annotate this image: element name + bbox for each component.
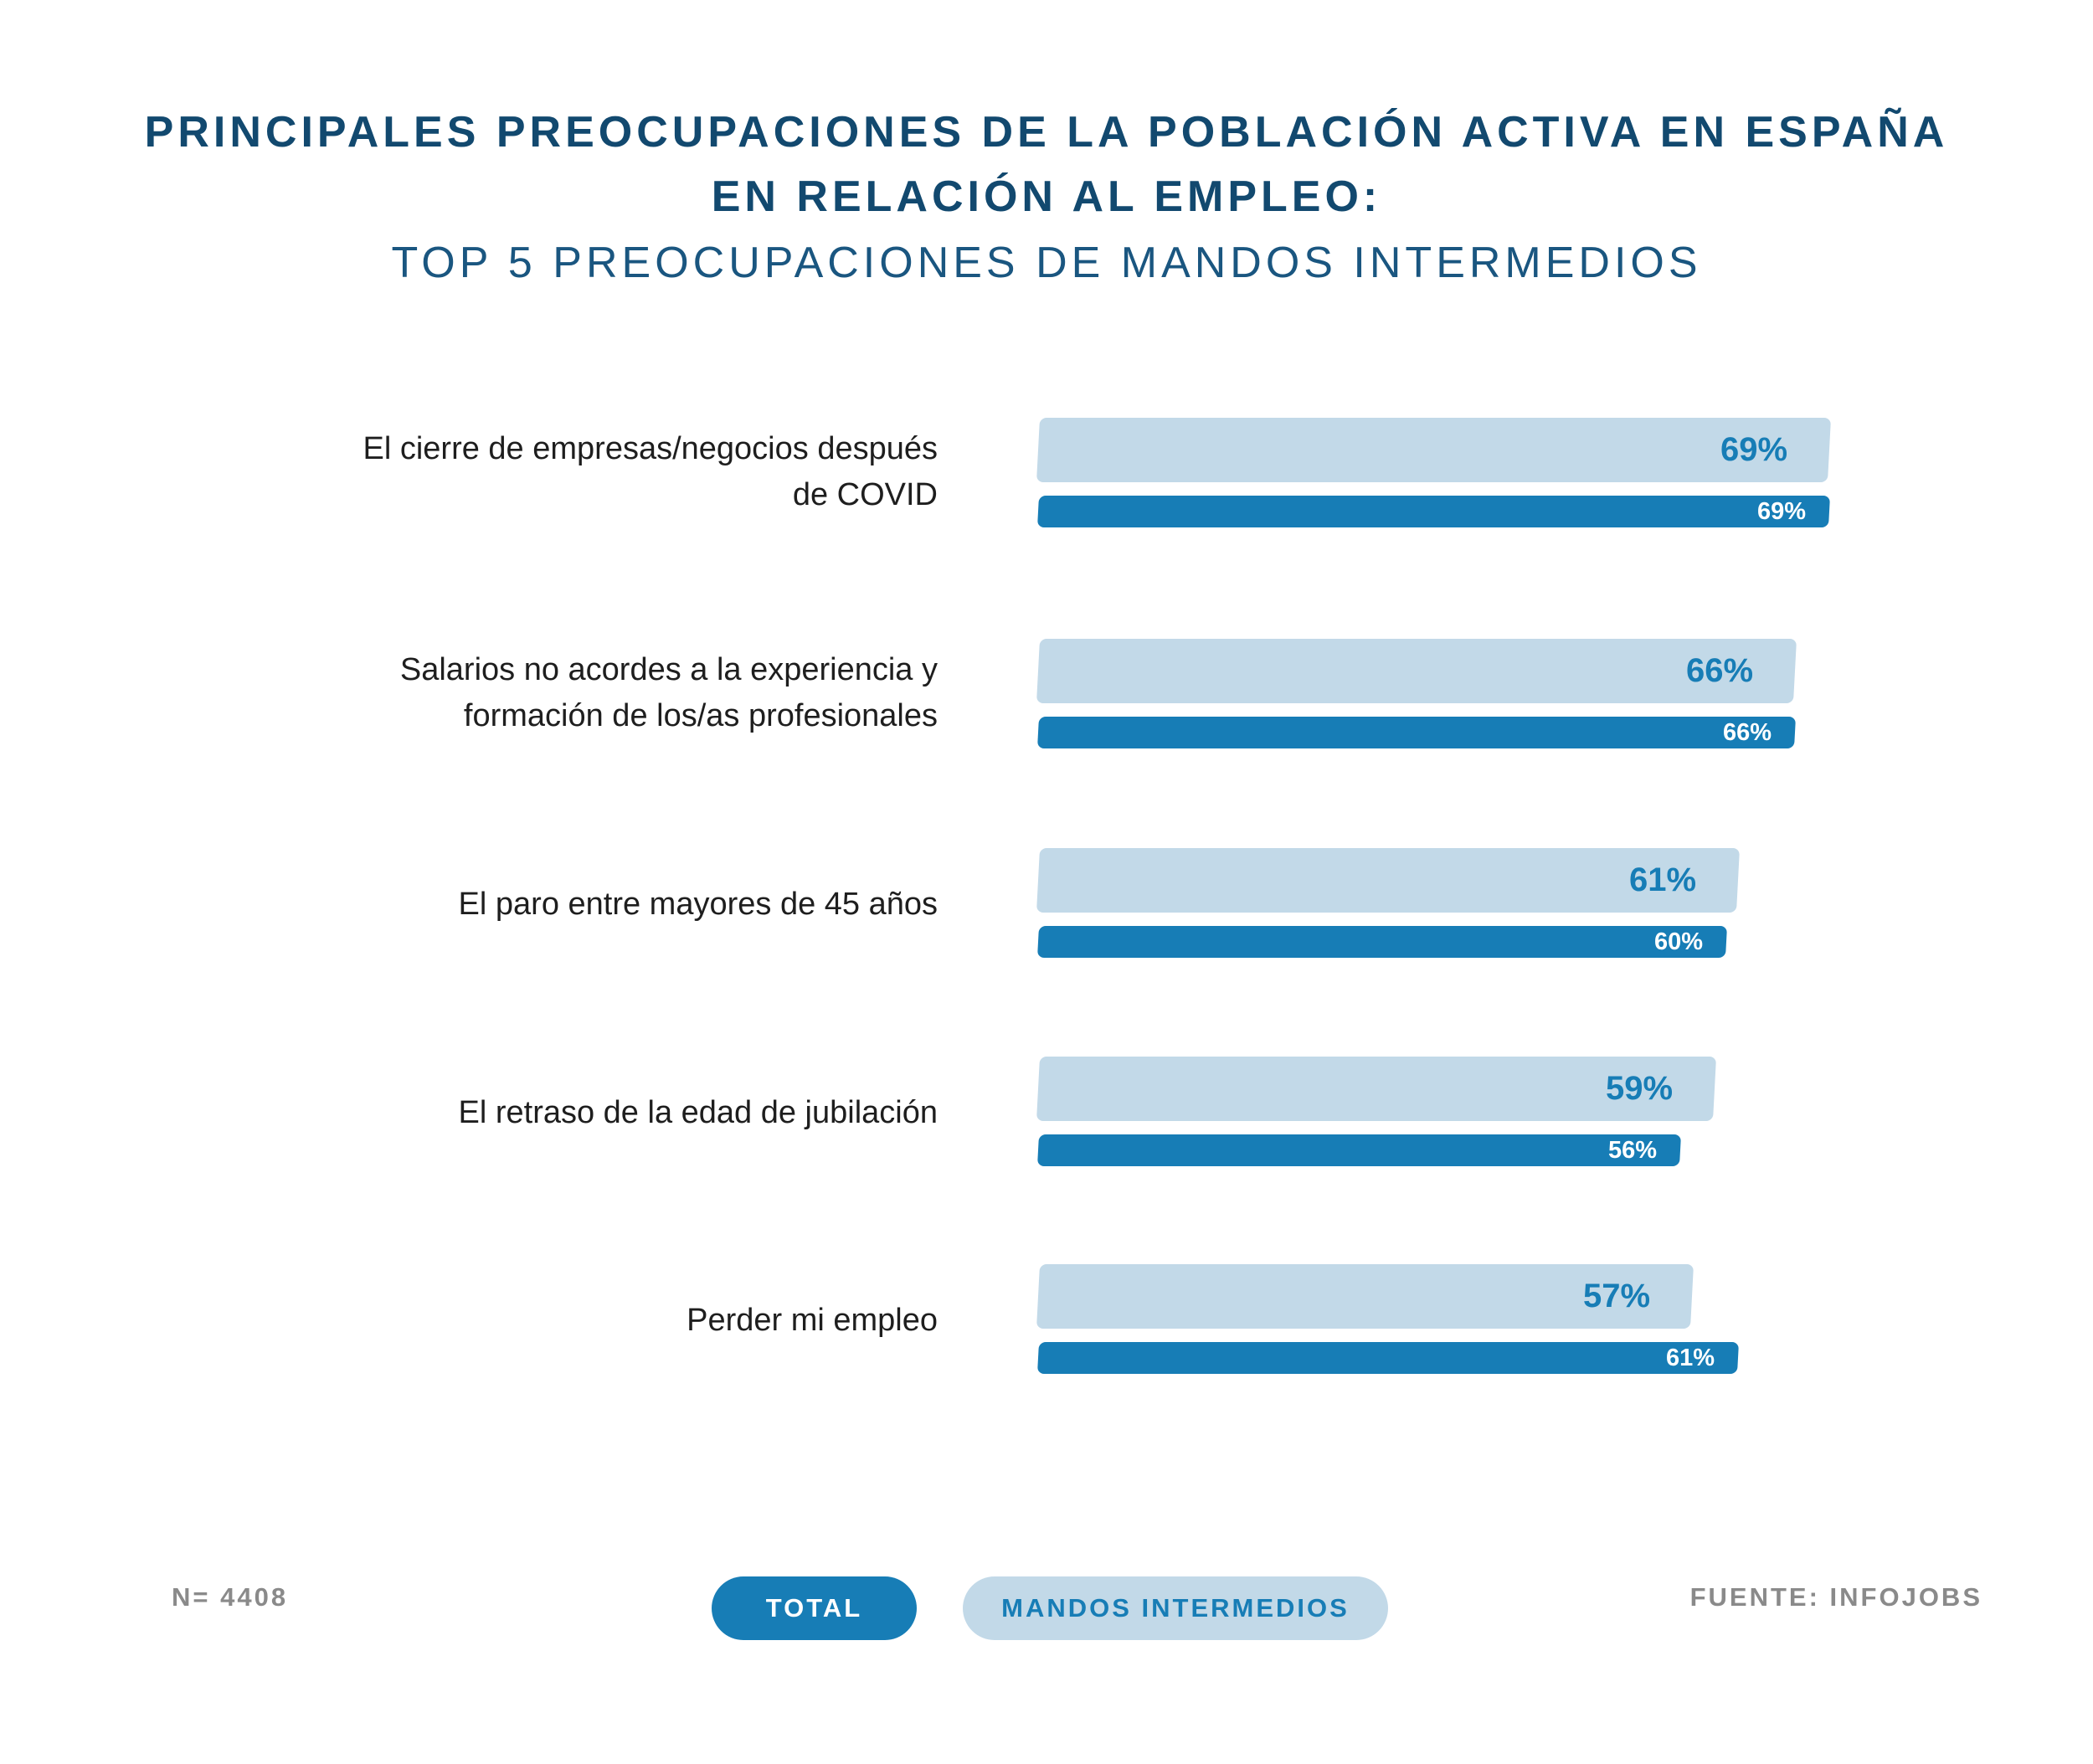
category-label-line: Perder mi empleo <box>687 1303 938 1338</box>
data-label: 61% <box>1665 1345 1715 1371</box>
source: FUENTE: INFOJOBS <box>1689 1582 1982 1612</box>
category-label-line: El paro entre mayores de 45 años <box>458 887 938 922</box>
chart-title-line2: EN RELACIÓN AL EMPLEO: <box>711 172 1382 221</box>
data-label: 69% <box>1757 498 1807 525</box>
data-label: 57% <box>1582 1278 1650 1314</box>
bar-mandos-intermedios: 59% <box>1036 1057 1717 1121</box>
data-label: 59% <box>1606 1070 1674 1107</box>
chart-title: PRINCIPALES PREOCUPACIONES DE LA POBLACI… <box>144 108 1949 157</box>
category-label: Salarios no acordes a la experiencia y fo… <box>100 647 938 739</box>
bar-mandos-intermedios: 69% <box>1036 418 1832 482</box>
chart-subtitle: TOP 5 PREOCUPACIONES DE MANDOS INTERMEDI… <box>391 239 1702 287</box>
sample-size: N= 4408 <box>172 1582 289 1612</box>
bar-total: 60% <box>1037 926 1727 958</box>
category-label: El paro entre mayores de 45 años <box>100 882 938 928</box>
category-label-line: El cierre de empresas/negocios después <box>363 431 939 466</box>
bar-total: 69% <box>1037 496 1831 527</box>
category-label: El cierre de empresas/negocios después de… <box>100 426 939 518</box>
data-label: 60% <box>1653 928 1703 955</box>
legend-mandos-intermedios: MANDOS INTERMEDIOS <box>963 1576 1388 1640</box>
data-label: 56% <box>1608 1137 1658 1164</box>
data-label: 61% <box>1628 861 1696 898</box>
category-label-line: de COVID <box>792 477 938 512</box>
data-label: 66% <box>1723 719 1772 746</box>
data-label: 69% <box>1720 431 1788 468</box>
category-label: El retraso de la edad de jubilación <box>100 1090 939 1136</box>
bar-mandos-intermedios: 57% <box>1036 1264 1694 1329</box>
data-label: 66% <box>1686 652 1754 689</box>
bar-total: 61% <box>1037 1342 1739 1374</box>
category-label-line: El retraso de la edad de jubilación <box>458 1095 939 1130</box>
legend-total: TOTAL <box>712 1576 917 1640</box>
bar-mandos-intermedios: 61% <box>1036 848 1740 913</box>
bar-mandos-intermedios: 66% <box>1036 639 1797 703</box>
bar-total: 66% <box>1037 717 1797 748</box>
category-label-line: Salarios no acordes a la experiencia y <box>399 652 938 687</box>
category-label-line: formación de los/as profesionales <box>463 698 938 733</box>
bar-total: 56% <box>1037 1134 1682 1166</box>
category-label: Perder mi empleo <box>100 1298 938 1344</box>
